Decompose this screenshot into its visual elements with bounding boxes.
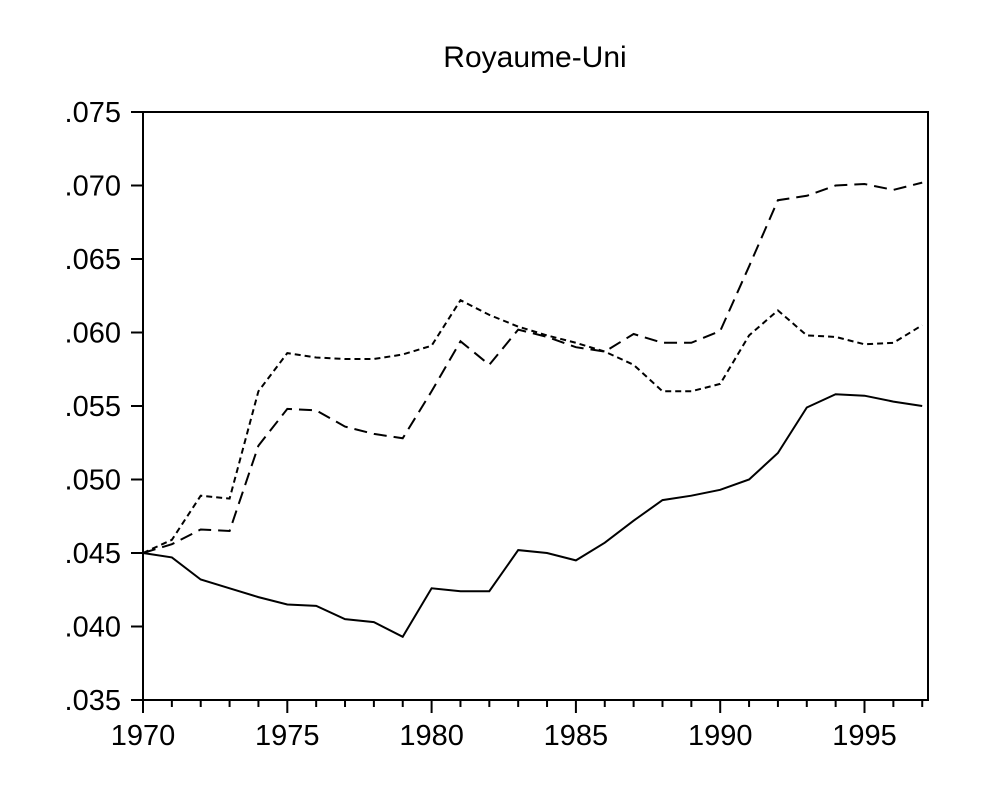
series-short-dash-line [142,298,923,554]
x-tick-label: 1975 [255,720,320,752]
x-tick-label: 1980 [399,720,464,752]
y-tick-label: .040 [65,612,121,644]
x-tick-label: 1990 [688,720,753,752]
y-tick-label: .070 [65,171,121,203]
y-tick-label: .045 [65,538,121,570]
x-tick-label: 1995 [832,720,897,752]
y-tick-label: .060 [65,318,121,350]
y-tick-label: .055 [65,391,121,423]
plot-frame [142,111,929,701]
series-lines [142,181,923,639]
y-tick-label: .050 [65,465,121,497]
series-solid-line [142,393,923,639]
y-tick-label: .075 [65,97,121,129]
x-tick-label: 1985 [544,720,609,752]
series-long-dash-line [142,181,923,554]
y-tick-label: .035 [65,685,121,717]
y-axis: .035 .040 .045 .050 .055 .060 .065 .070 .075 [65,97,143,717]
chart-title: Royaume-Uni [443,41,626,74]
x-tick-label: 1970 [111,720,176,752]
x-axis: 1970 1975 1980 1985 1990 1995 [111,700,924,752]
y-tick-label: .065 [65,244,121,276]
